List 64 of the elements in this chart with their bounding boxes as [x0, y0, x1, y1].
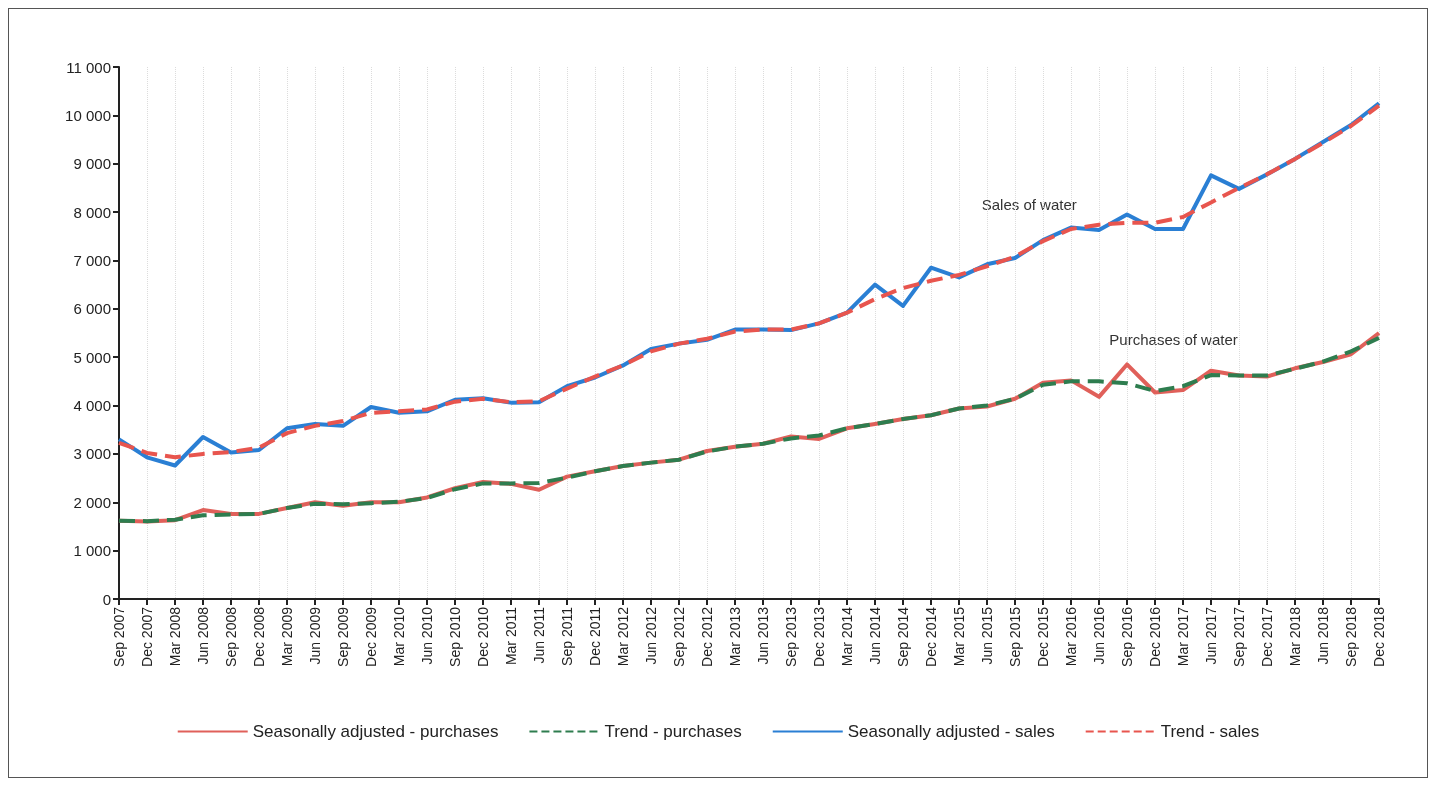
x-tick-label: Sep 2016 [1119, 606, 1135, 667]
x-tick-label: Sep 2007 [111, 606, 127, 667]
x-tick-label: Sep 2012 [671, 606, 687, 667]
y-tick-label: 0 [102, 590, 111, 608]
x-tick-label: Dec 2015 [1035, 606, 1051, 667]
x-tick-label: Mar 2018 [1287, 606, 1303, 667]
legend-label: Trend - sales [1160, 722, 1260, 741]
x-tick-label: Jun 2017 [1203, 606, 1219, 665]
y-tick-label: 10 000 [65, 106, 111, 124]
x-tick-label: Jun 2008 [195, 606, 211, 665]
x-tick-label: Mar 2009 [279, 606, 295, 667]
x-tick-label: Jun 2016 [1091, 606, 1107, 665]
y-tick-label: 1 000 [73, 542, 111, 560]
y-tick-label: 8 000 [73, 203, 111, 221]
x-tick-label: Mar 2015 [951, 606, 967, 667]
x-tick-label: Jun 2011 [531, 606, 547, 664]
x-tick-label: Sep 2018 [1343, 606, 1359, 667]
x-tick-label: Mar 2011 [503, 606, 519, 666]
x-tick-label: Sep 2011 [559, 606, 575, 666]
x-tick-label: Jun 2009 [307, 606, 323, 665]
x-tick-label: Jun 2013 [755, 606, 771, 665]
x-tick-label: Mar 2010 [391, 606, 407, 667]
x-tick-label: Sep 2009 [335, 606, 351, 667]
x-tick-label: Mar 2013 [727, 606, 743, 667]
x-tick-label: Sep 2015 [1007, 606, 1023, 667]
x-tick-label: Jun 2015 [979, 606, 995, 665]
x-tick-label: Dec 2018 [1371, 606, 1387, 667]
x-tick-label: Sep 2014 [895, 606, 911, 667]
x-tick-label: Dec 2016 [1147, 606, 1163, 667]
x-tick-label: Dec 2009 [363, 606, 379, 667]
legend-label: Seasonally adjusted - sales [847, 722, 1055, 741]
x-tick-label: Dec 2017 [1259, 606, 1275, 667]
x-tick-label: Sep 2013 [783, 606, 799, 667]
x-tick-label: Mar 2014 [839, 606, 855, 667]
x-tick-label: Dec 2010 [475, 606, 491, 667]
x-tick-label: Jun 2018 [1315, 606, 1331, 665]
x-tick-label: Jun 2010 [419, 606, 435, 665]
y-tick-label: 3 000 [73, 445, 111, 463]
x-tick-label: Mar 2017 [1175, 606, 1191, 667]
x-tick-label: Dec 2008 [251, 606, 267, 667]
y-tick-label: 4 000 [73, 397, 111, 415]
x-tick-label: Sep 2017 [1231, 606, 1247, 667]
y-tick-label: 2 000 [73, 493, 111, 511]
x-tick-label: Jun 2012 [643, 606, 659, 665]
annotation: Purchases of water [1109, 330, 1238, 348]
x-tick-label: Sep 2010 [447, 606, 463, 667]
x-tick-label: Dec 2013 [811, 606, 827, 667]
x-tick-label: Mar 2012 [615, 606, 631, 667]
y-tick-label: 6 000 [73, 300, 111, 318]
x-tick-label: Mar 2016 [1063, 606, 1079, 667]
y-tick-label: 7 000 [73, 251, 111, 269]
legend-label: Seasonally adjusted - purchases [252, 722, 499, 741]
x-tick-label: Dec 2014 [923, 606, 939, 667]
y-tick-label: 5 000 [73, 348, 111, 366]
annotation: Sales of water [981, 196, 1077, 214]
y-tick-label: 11 000 [66, 58, 111, 76]
x-tick-label: Jun 2014 [867, 606, 883, 665]
legend-label: Trend - purchases [604, 722, 742, 741]
x-tick-label: Mar 2008 [167, 606, 183, 667]
x-tick-label: Dec 2007 [139, 606, 155, 667]
x-tick-label: Sep 2008 [223, 606, 239, 667]
x-tick-label: Dec 2011 [587, 606, 603, 666]
y-tick-label: 9 000 [73, 155, 111, 173]
x-tick-label: Dec 2012 [699, 606, 715, 667]
